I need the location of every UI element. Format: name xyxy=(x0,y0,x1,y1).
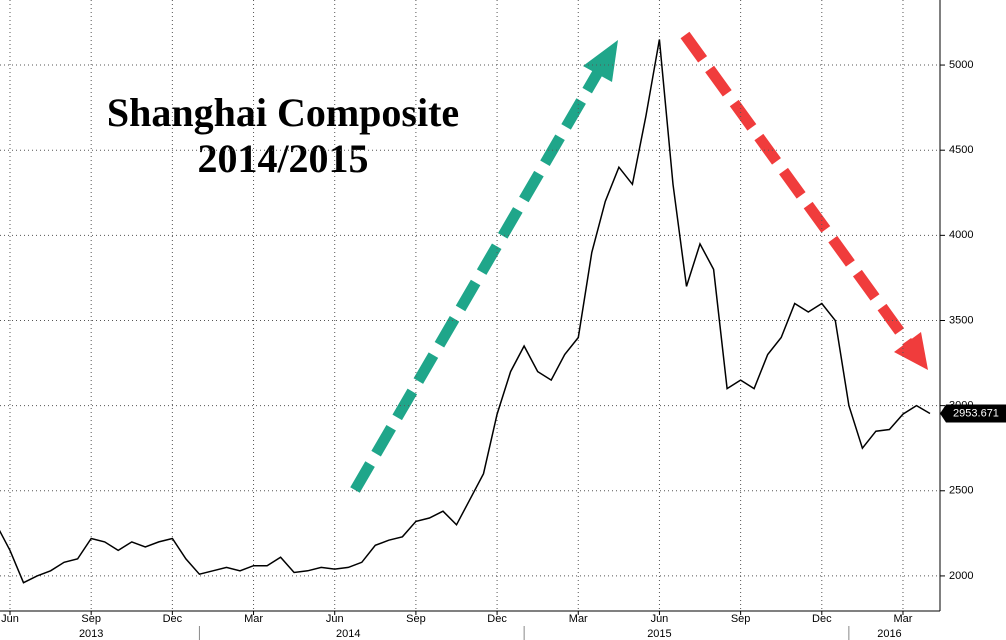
y-tick-label: 4500 xyxy=(949,144,973,156)
year-label: 2015 xyxy=(647,628,671,640)
x-tick-label: Dec xyxy=(487,613,507,625)
x-tick-label: Sep xyxy=(81,613,101,625)
year-label: 2013 xyxy=(79,628,103,640)
x-tick-label: Dec xyxy=(163,613,183,625)
up-arrow xyxy=(350,40,618,493)
x-tick-label: Mar xyxy=(244,613,263,625)
x-tick-label: Dec xyxy=(812,613,832,625)
price-line xyxy=(0,39,931,584)
chart-title: Shanghai Composite xyxy=(107,90,459,135)
x-tick-label: Mar xyxy=(569,613,588,625)
last-value-marker xyxy=(940,404,1006,423)
last-value-label: 2953.671 xyxy=(953,407,999,419)
x-tick-label: Jun xyxy=(1,613,19,625)
y-tick-label: 2000 xyxy=(949,570,973,582)
x-tick-label: Sep xyxy=(406,613,426,625)
x-tick-label: Mar xyxy=(894,613,913,625)
y-tick-label: 3500 xyxy=(949,314,973,326)
y-tick-label: 5000 xyxy=(949,59,973,71)
x-tick-label: Jun xyxy=(326,613,344,625)
x-tick-label: Sep xyxy=(731,613,751,625)
year-label: 2014 xyxy=(336,628,360,640)
x-tick-label: Jun xyxy=(651,613,669,625)
year-label: 2016 xyxy=(877,628,901,640)
y-tick-label: 4000 xyxy=(949,229,973,241)
chart-subtitle: 2014/2015 xyxy=(197,136,368,181)
y-tick-label: 2500 xyxy=(949,485,973,497)
down-arrow xyxy=(680,31,928,370)
